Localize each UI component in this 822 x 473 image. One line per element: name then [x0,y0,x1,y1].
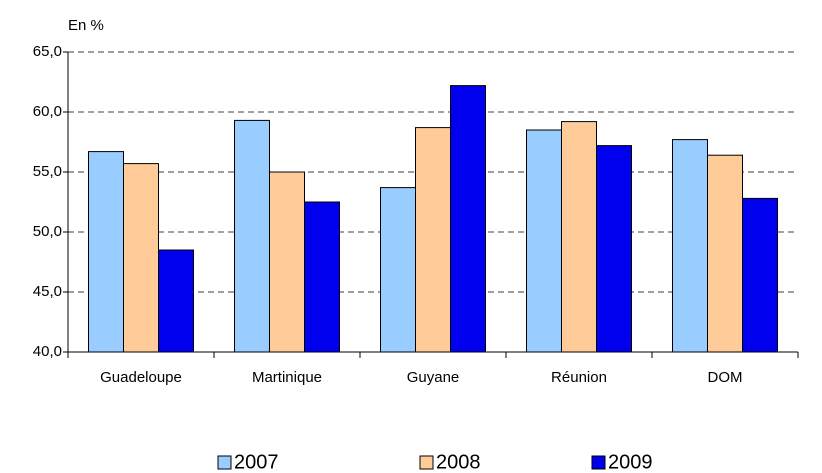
legend-swatch [419,455,434,470]
bar [234,119,270,353]
bar [304,201,340,353]
y-tick-label: 50,0 [33,223,62,240]
x-tick-label: Réunion [551,369,607,386]
bar [450,85,486,353]
bar [561,121,597,353]
legend-swatch [217,455,232,470]
bar [742,197,778,353]
x-tick-label: DOM [708,369,743,386]
legend-label: 2008 [436,451,481,473]
y-tick-label: 65,0 [33,43,62,60]
bar [526,129,562,353]
legend-label: 2007 [234,451,279,473]
bar [596,145,632,353]
legend: 2007 2008 2009 [217,451,653,473]
bar [158,249,194,353]
bar [88,151,124,353]
y-tick-label: 60,0 [33,103,62,120]
y-tick-label: 40,0 [33,343,62,360]
bar [415,127,451,353]
bar [672,139,708,353]
x-tick-label: Martinique [252,369,322,386]
bar [707,154,743,353]
legend-label: 2009 [608,451,653,473]
bar [380,187,416,353]
y-axis-label: En % [68,17,104,34]
bar [123,163,159,353]
bar [269,171,305,353]
x-tick-label: Guadeloupe [100,369,182,386]
legend-swatch [591,455,606,470]
y-tick-label: 45,0 [33,283,62,300]
x-tick-label: Guyane [407,369,460,386]
y-tick-label: 55,0 [33,163,62,180]
